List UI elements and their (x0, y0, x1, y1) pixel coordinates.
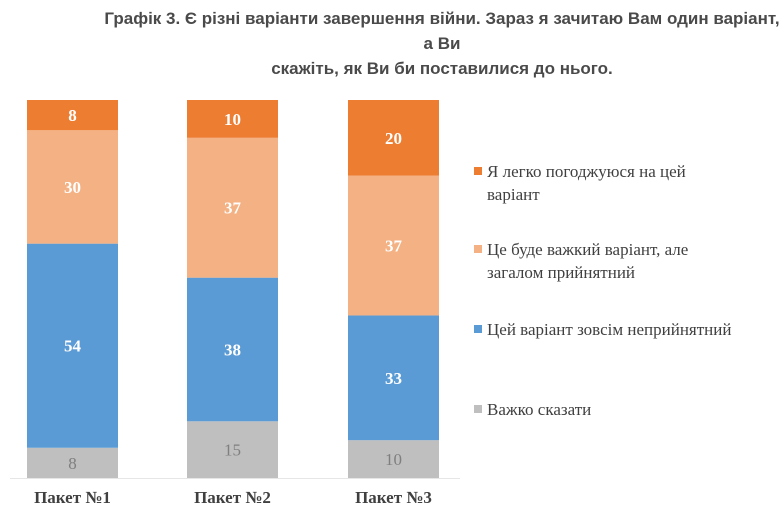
bar-segment (348, 315, 439, 441)
legend-label: загалом прийнятний (487, 263, 635, 282)
legend-label: Я легко погоджуюся на цей (487, 162, 686, 181)
bar-segment (348, 175, 439, 316)
bar-segment (348, 100, 439, 176)
data-label: 10 (385, 450, 402, 469)
bar-segment (187, 277, 278, 422)
bar-segment (187, 100, 278, 138)
data-label: 30 (64, 178, 81, 197)
bar-segment (27, 130, 118, 244)
data-label: 37 (224, 199, 242, 218)
chart-title-line-2: скажіть, як Ви би поставилися до нього. (271, 59, 613, 78)
legend-label: варіант (487, 185, 540, 204)
data-label: 37 (385, 237, 403, 256)
data-label: 20 (385, 129, 402, 148)
bar-segment (27, 447, 118, 478)
category-labels: Пакет №1 Пакет №2 Пакет №3 (34, 488, 432, 507)
bar-segment (348, 440, 439, 478)
legend-swatch (474, 405, 482, 413)
legend: Я легко погоджуюся на цей варіант Це буде … (474, 162, 731, 419)
category-label: Пакет №3 (355, 488, 432, 507)
data-label: 8 (68, 106, 77, 125)
legend-swatch (474, 325, 482, 333)
data-label: 38 (224, 340, 241, 359)
bar-segment (187, 421, 278, 478)
chart-title-line-1: Графік 3. Є різні варіанти завершення ві… (104, 9, 780, 53)
legend-swatch (474, 245, 482, 253)
data-label: 8 (68, 454, 77, 473)
bar-segment (27, 243, 118, 448)
legend-label: Це буде важкий варіант, але (487, 240, 688, 259)
chart-title: Графік 3. Є різні варіанти завершення ві… (0, 6, 784, 81)
data-label: 54 (64, 337, 82, 356)
data-label: 10 (224, 110, 241, 129)
bar-segment (27, 100, 118, 131)
legend-swatch (474, 167, 482, 175)
bars-group: 8 54 30 8 15 38 37 10 10 33 37 20 (27, 100, 439, 478)
data-label: 33 (385, 369, 402, 388)
data-label: 15 (224, 441, 241, 460)
category-label: Пакет №2 (194, 488, 271, 507)
legend-label: Важко сказати (487, 400, 591, 419)
legend-label: Цей варіант зовсім неприйнятний (487, 320, 731, 339)
bar-segment (187, 137, 278, 278)
category-label: Пакет №1 (34, 488, 111, 507)
